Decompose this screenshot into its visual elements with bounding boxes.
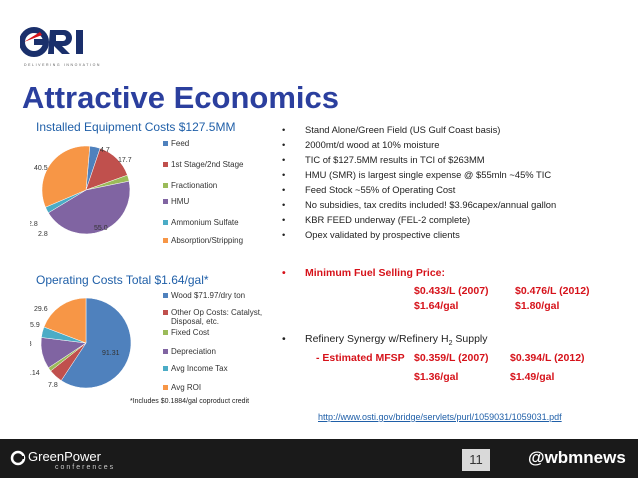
legend-swatch (163, 310, 168, 316)
installed-cost-pie: 4.7 17.7 40.5 2.8 55.0 2.8 (30, 145, 132, 238)
legend-label: Depreciation (171, 347, 216, 356)
pie-data-label: 29.6 (34, 306, 48, 313)
mfsp-2007-l: $0.433/L (2007) (414, 285, 489, 297)
pie-data-label: 2.14 (30, 370, 40, 377)
footer-brand-sub: conferences (55, 464, 116, 471)
pie-slice (60, 297, 132, 389)
legend-label: Fixed Cost (171, 328, 210, 337)
chart2-footnote: *Includes $0.1884/gal coproduct credit (130, 398, 250, 405)
pie-data-label: 55.0 (94, 225, 108, 232)
legend-swatch (163, 141, 168, 147)
mfsp-2012-l: $0.476/L (2012) (515, 285, 590, 297)
legend-label: Ammonium Sulfate (171, 218, 239, 227)
legend-swatch (163, 199, 168, 205)
chart2-title: Operating Costs Total $1.64/gal* (36, 273, 209, 287)
legend-item: Avg ROI (163, 383, 201, 392)
legend-swatch (163, 366, 168, 372)
legend-swatch (163, 330, 168, 336)
legend-swatch (163, 220, 168, 226)
pie-slice (43, 297, 87, 344)
legend-item: Wood $71.97/dry ton (163, 291, 245, 300)
legend-swatch (163, 238, 168, 244)
legend-label: Absorption/Stripping (171, 236, 244, 245)
legend-item: Fractionation (163, 181, 217, 190)
legend-item: Absorption/Stripping (163, 236, 243, 245)
mfsp-2012-gal: $1.80/gal (515, 300, 560, 312)
refinery-2007-l: $0.359/L (2007) (414, 352, 489, 364)
legend-swatch (163, 293, 168, 299)
page-number: 11 (462, 449, 490, 471)
pie-data-label: 4.7 (100, 147, 110, 154)
legend-item: Ammonium Sulfate (163, 218, 239, 227)
legend-label: 1st Stage/2nd Stage (171, 160, 244, 169)
legend-label: Avg ROI (171, 383, 202, 392)
chart2-legend: Wood $71.97/dry ton Other Op Costs: Catal… (163, 289, 273, 399)
legend-item: Avg Income Tax (163, 364, 228, 373)
legend-label: Other Op Costs: Catalyst, Disposal, etc. (171, 308, 263, 326)
pie-data-label: 5.9 (30, 322, 40, 329)
footer-bar (0, 439, 638, 478)
pie-data-label: 17.3 (30, 341, 32, 348)
operating-cost-pie: 29.6 5.9 17.3 91.31 2.14 7.8 (30, 297, 132, 389)
page-title: Attractive Economics (22, 80, 339, 115)
legend-swatch (163, 162, 168, 168)
legend-label: Wood $71.97/dry ton (171, 291, 246, 300)
legend-label: Avg Income Tax (171, 364, 228, 373)
legend-item: Fixed Cost (163, 328, 209, 337)
legend-label: Fractionation (171, 181, 218, 190)
chart1-title: Installed Equipment Costs $127.5MM (36, 120, 236, 134)
pie-slice (48, 180, 131, 235)
pie-data-label: 40.5 (34, 165, 48, 172)
legend-item: HMU (163, 197, 189, 206)
mfsp-2007-gal: $1.64/gal (414, 300, 459, 312)
legend-swatch (163, 385, 168, 391)
greenpower-logo-icon (10, 450, 26, 466)
refinery-est-label: - Estimated MFSP (316, 352, 405, 364)
legend-label: HMU (171, 197, 190, 206)
pie-data-label: 17.7 (118, 157, 132, 164)
pie-data-label: 91.31 (102, 350, 120, 357)
logo-tagline: DELIVERING INNOVATION (24, 63, 102, 67)
social-handle: @wbmnews (528, 448, 626, 467)
legend-item: Other Op Costs: Catalyst, Disposal, etc. (163, 308, 267, 326)
pie-data-label: 2.8 (38, 231, 48, 238)
refinery-2012-gal: $1.49/gal (510, 371, 555, 383)
pie-slice (41, 145, 91, 208)
gri-logo (20, 27, 83, 57)
pie-data-label: 2.8 (30, 221, 38, 228)
refinery-2007-gal: $1.36/gal (414, 371, 459, 383)
footer-brand: GreenPower (28, 449, 101, 464)
refinery-2012-l: $0.394/L (2012) (510, 352, 585, 364)
legend-swatch (163, 183, 168, 189)
legend-item: Feed (163, 139, 189, 148)
legend-label: Feed (171, 139, 190, 148)
chart1-legend: Feed 1st Stage/2nd Stage Fractionation HMU A… (163, 139, 273, 249)
legend-item: Depreciation (163, 347, 216, 356)
legend-swatch (163, 349, 168, 355)
legend-item: 1st Stage/2nd Stage (163, 160, 244, 169)
source-link[interactable]: http://www.osti.gov/bridge/servlets/purl… (318, 412, 562, 422)
pie-data-label: 7.8 (48, 382, 58, 389)
